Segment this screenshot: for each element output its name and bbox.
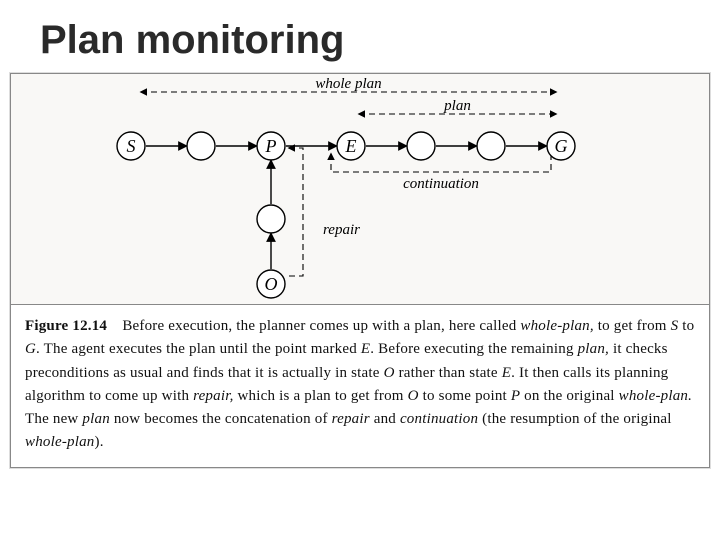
repair-label: repair (323, 222, 360, 238)
plan-label: plan (443, 98, 471, 114)
diagram-panel: whole plan plan continuation repair S P E G O (11, 74, 709, 305)
italic-term: whole-plan, (520, 318, 593, 334)
plan-diagram: whole plan plan continuation repair S P E G O (11, 74, 709, 304)
math-symbol: S (671, 318, 679, 334)
repair-bracket (289, 148, 303, 276)
node-unnamed (477, 132, 505, 160)
node-label-E: E (345, 136, 357, 156)
italic-term: repair, (193, 388, 233, 404)
continuation-label: continuation (403, 176, 479, 192)
math-symbol: P (511, 388, 520, 404)
italic-term: whole-plan. (619, 388, 692, 404)
node-unnamed (187, 132, 215, 160)
figure-frame: whole planplancontinuationrepairSPEGO Fi… (10, 73, 710, 468)
math-symbol: O (384, 365, 395, 381)
math-symbol: O (408, 388, 419, 404)
figure-caption: Figure 12.14 Before execution, the plann… (11, 305, 709, 467)
node-label-O: O (265, 274, 278, 294)
page-title: Plan monitoring (40, 18, 720, 63)
italic-term: plan (82, 411, 109, 427)
node-unnamed (257, 205, 285, 233)
node-unnamed (407, 132, 435, 160)
math-symbol: E (502, 365, 511, 381)
figure-number: Figure 12.14 (25, 318, 107, 334)
node-label-S: S (127, 136, 136, 156)
italic-term: whole-plan (25, 434, 95, 450)
italic-term: repair (332, 411, 370, 427)
math-symbol: E (361, 341, 370, 357)
node-label-G: G (555, 136, 568, 156)
node-label-P: P (265, 136, 277, 156)
italic-term: continuation (400, 411, 478, 427)
italic-term: plan, (578, 341, 609, 357)
continuation-bracket (331, 154, 551, 172)
math-symbol: G (25, 341, 36, 357)
whole-plan-label: whole plan (315, 76, 381, 92)
